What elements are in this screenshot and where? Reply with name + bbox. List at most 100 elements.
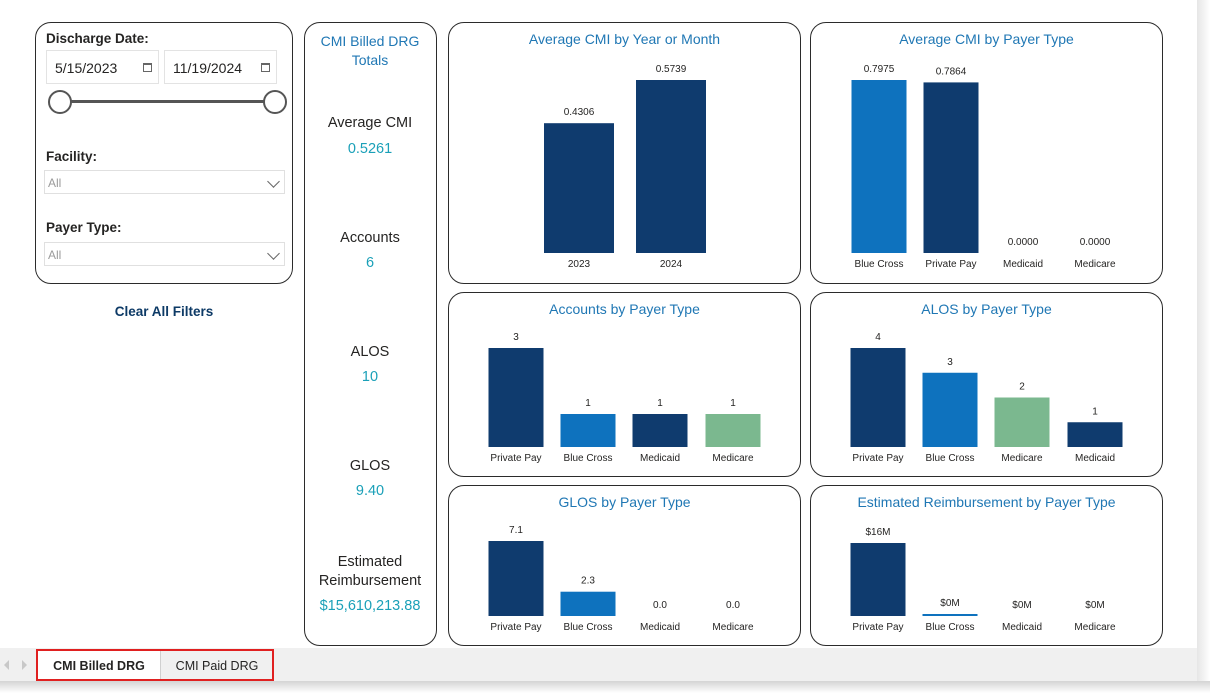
data-label: $0M (940, 598, 959, 609)
bar-chart-svg: 0.7975 Blue Cross 0.7864 Private Pay 0.0000 M… (851, 64, 1116, 270)
x-tick-label: Blue Cross (855, 259, 904, 270)
bar-chart-svg: 3 Private Pay 1 Blue Cross 1 Medicaid 1 Medicar… (488, 332, 761, 464)
x-tick-label: Medicaid (640, 453, 680, 464)
x-tick-label: Medicaid (1003, 259, 1043, 270)
data-label: 1 (1092, 406, 1098, 417)
page-tab-bar: CMI Billed DRG CMI Paid DRG (0, 648, 1197, 681)
x-tick-label: 2024 (660, 259, 683, 270)
end-date-value: 11/19/2024 (173, 60, 243, 76)
discharge-date-label: Discharge Date: (46, 31, 149, 46)
start-date-input[interactable]: 5/15/2023 (46, 50, 159, 84)
avg-cmi-by-payer-chart: Average CMI by Payer Type 0.7975 Blue Cro… (810, 22, 1163, 284)
data-label: $0M (1012, 600, 1031, 611)
data-label: 1 (585, 398, 591, 409)
chart-title: Accounts by Payer Type (549, 301, 700, 317)
average-cmi-value: 0.5261 (347, 141, 393, 157)
est-reimbursement-label-line1: Estimated (337, 554, 403, 570)
glos-value: 9.40 (355, 483, 385, 499)
x-tick-label: Medicare (712, 453, 754, 464)
window-shadow-bottom (0, 681, 1210, 693)
chart-title: Estimated Reimbursement by Payer Type (857, 494, 1116, 510)
glos-label: GLOS (349, 458, 391, 474)
x-tick-label: Private Pay (852, 622, 903, 633)
chart-title: ALOS by Payer Type (921, 301, 1052, 317)
est-reimbursement-label: Estimated Reimbursement (305, 553, 435, 591)
bar-blue-cross[interactable] (851, 80, 907, 253)
alos-label: ALOS (350, 344, 390, 360)
data-label: 2.3 (581, 576, 595, 587)
tab-cmi-paid-drg[interactable]: CMI Paid DRG (175, 659, 259, 673)
bar-chart-svg: $16M Private Pay $0M Blue Cross $0M Medicaid $… (850, 527, 1116, 633)
chevron-left-icon[interactable] (4, 660, 9, 670)
clear-all-filters-button[interactable]: Clear All Filters (114, 304, 214, 319)
bar-private-pay[interactable] (488, 348, 544, 447)
x-tick-label: Medicaid (1075, 453, 1115, 464)
chevron-down-icon[interactable] (267, 247, 280, 260)
chart-title: Average CMI by Year or Month (528, 31, 721, 47)
bar-blue-cross[interactable] (560, 414, 616, 447)
x-tick-label: Blue Cross (564, 453, 613, 464)
data-label: 0.7975 (864, 64, 895, 75)
est-reimbursement-by-payer-chart: Estimated Reimbursement by Payer Type $1… (810, 485, 1163, 646)
data-label: 3 (513, 332, 519, 343)
date-range-slider[interactable] (58, 100, 278, 103)
data-label: 0.0000 (1008, 237, 1039, 248)
filter-panel: Discharge Date: 5/15/2023 11/19/2024 Fac… (35, 22, 293, 284)
start-date-value: 5/15/2023 (55, 60, 118, 76)
calendar-icon[interactable] (261, 63, 270, 72)
data-label: 0.4306 (564, 107, 595, 118)
data-label: $16M (865, 527, 890, 538)
tab-group: CMI Billed DRG CMI Paid DRG (36, 649, 274, 681)
x-tick-label: Medicare (1074, 622, 1116, 633)
bar-blue-cross[interactable] (922, 372, 978, 447)
bar-chart-svg: 0.4306 2023 0.5739 2024 (544, 64, 706, 270)
bar-private-pay[interactable] (850, 348, 906, 447)
payer-type-dropdown[interactable]: All (44, 242, 285, 266)
alos-value: 10 (361, 369, 379, 385)
end-date-input[interactable]: 11/19/2024 (164, 50, 277, 84)
totals-title-line2: Totals (351, 52, 389, 68)
accounts-by-payer-chart: Accounts by Payer Type 3 Private Pay 1 Blue… (448, 292, 801, 477)
bar-2023[interactable] (544, 123, 614, 253)
x-tick-label: Private Pay (490, 622, 541, 633)
data-label: 3 (947, 357, 953, 368)
bar-medicaid[interactable] (1067, 422, 1123, 447)
calendar-icon[interactable] (143, 63, 152, 72)
x-tick-label: 2023 (568, 259, 591, 270)
data-label: 0.0 (653, 600, 667, 611)
avg-cmi-by-year-chart: Average CMI by Year or Month 0.4306 2023 0… (448, 22, 801, 284)
bar-private-pay[interactable] (850, 543, 906, 616)
chevron-right-icon[interactable] (22, 660, 27, 670)
x-tick-label: Medicaid (640, 622, 680, 633)
bar-chart-svg: 4 Private Pay 3 Blue Cross 2 Medicare 1 Medicai… (850, 332, 1123, 464)
tab-cmi-billed-drg[interactable]: CMI Billed DRG (38, 651, 161, 679)
slider-end-handle[interactable] (263, 90, 287, 114)
bar-2024[interactable] (636, 80, 706, 253)
facility-value: All (48, 176, 62, 190)
payer-type-label: Payer Type: (46, 220, 122, 235)
bar-private-pay[interactable] (488, 541, 544, 616)
bar-medicare[interactable] (705, 414, 761, 447)
x-tick-label: Private Pay (490, 453, 541, 464)
bar-blue-cross[interactable] (560, 591, 616, 616)
slider-start-handle[interactable] (48, 90, 72, 114)
bar-blue-cross[interactable] (922, 614, 978, 616)
x-tick-label: Blue Cross (926, 622, 975, 633)
chevron-down-icon[interactable] (267, 175, 280, 188)
x-tick-label: Private Pay (925, 259, 976, 270)
data-label: 7.1 (509, 525, 523, 536)
window-shadow-right (1197, 0, 1210, 693)
facility-dropdown[interactable]: All (44, 170, 285, 194)
accounts-label: Accounts (340, 230, 400, 246)
average-cmi-label: Average CMI (327, 115, 413, 131)
bar-medicare[interactable] (994, 397, 1050, 448)
data-label: $0M (1085, 600, 1104, 611)
x-tick-label: Blue Cross (926, 453, 975, 464)
chart-title: GLOS by Payer Type (558, 494, 691, 510)
totals-title: CMI Billed DRG Totals (305, 32, 435, 70)
bar-medicaid[interactable] (632, 414, 688, 447)
facility-label: Facility: (46, 149, 98, 164)
payer-type-value: All (48, 248, 62, 262)
bar-private-pay[interactable] (923, 82, 979, 253)
x-tick-label: Medicare (1001, 453, 1043, 464)
